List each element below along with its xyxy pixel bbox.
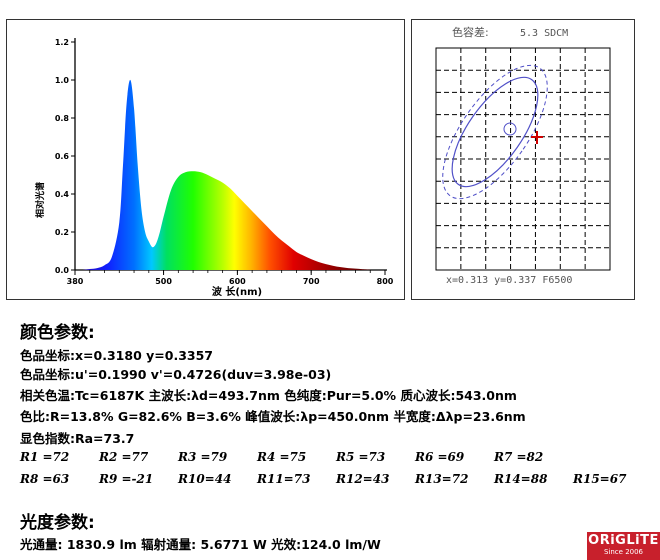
spectrum-area	[75, 79, 371, 270]
sdcm-grid	[435, 47, 611, 271]
y-tick-label: 0.4	[55, 190, 70, 199]
cri-r7: R7 =82	[494, 450, 544, 464]
brand-logo: ORiGLiTE Since 2006	[587, 532, 660, 560]
photo-params-heading: 光度参数:	[20, 513, 95, 533]
sdcm-outer-ellipse	[442, 64, 548, 200]
cri-r12: R12=43	[336, 472, 390, 486]
sdcm-title-value: 5.3 SDCM	[520, 28, 568, 39]
spectrum-chart: 0.0 0.2 0.4 0.6 0.8 1.0 1.2 380 500 600 700 800 相对光…	[34, 38, 394, 298]
sdcm-inner-ellipse	[451, 76, 539, 188]
cri-r6: R6 =69	[415, 450, 465, 464]
cri-r5: R5 =73	[336, 450, 386, 464]
x-tick-label: 800	[377, 277, 394, 286]
sdcm-footer: x=0.313 y=0.337 F6500	[446, 275, 572, 286]
cri-r9: R9 =-21	[99, 472, 154, 486]
sdcm-chart: 色容差: 5.3 SDCM x=0.313 y=0.337 F6500	[435, 25, 611, 286]
cri-r3: R3 =79	[178, 450, 228, 464]
x-tick-label: 500	[155, 277, 172, 286]
y-tick-label: 0.0	[55, 266, 70, 275]
chromaticity-xy: 色品坐标:x=0.3180 y=0.3357	[20, 348, 213, 363]
cri-r13: R13=72	[415, 472, 469, 486]
y-tick-label: 0.6	[55, 152, 70, 161]
brand-tagline: Since 2006	[603, 548, 644, 556]
target-point-marker	[503, 122, 517, 136]
cri-r4: R4 =75	[257, 450, 307, 464]
cri-r14: R14=88	[494, 472, 548, 486]
cct-line: 相关色温:Tc=6187K 主波长:λd=493.7nm 色纯度:Pur=5.0…	[20, 388, 517, 403]
brand-name: ORiGLiTE	[588, 533, 659, 548]
x-tick-label: 380	[67, 277, 84, 286]
y-tick-label: 1.2	[55, 38, 69, 47]
cri-r15: R15=67	[573, 472, 627, 486]
cri-r2: R2 =77	[99, 450, 149, 464]
sdcm-title-label: 色容差:	[452, 25, 489, 39]
x-tick-label: 700	[303, 277, 320, 286]
y-axis-label: 相对光谱	[34, 182, 46, 218]
y-tick-label: 0.8	[55, 114, 70, 123]
color-ratio-line: 色比:R=13.8% G=82.6% B=3.6% 峰值波长:λp=450.0n…	[20, 409, 526, 424]
luminous-flux-line: 光通量: 1830.9 lm 辐射通量: 5.6771 W 光效:124.0 l…	[20, 537, 381, 552]
y-tick-label: 1.0	[55, 76, 70, 85]
y-tick-label: 0.2	[55, 228, 69, 237]
x-axis-label: 波 长(nm)	[212, 285, 262, 298]
cri-r10: R10=44	[178, 472, 232, 486]
cri-r1: R1 =72	[20, 450, 70, 464]
sdcm-chart-panel: 色容差: 5.3 SDCM x=0.313 y=0.337 F6500	[411, 19, 635, 300]
cri-line: 显色指数:Ra=73.7	[20, 431, 135, 446]
chromaticity-uv: 色品坐标:u'=0.1990 v'=0.4726(duv=3.98e-03)	[20, 367, 332, 382]
color-params-heading: 颜色参数:	[20, 323, 95, 343]
measured-point-marker	[531, 131, 543, 144]
spectrum-chart-panel: 0.0 0.2 0.4 0.6 0.8 1.0 1.2 380 500 600 700 800 相对光…	[6, 19, 405, 300]
cri-r11: R11=73	[257, 472, 311, 486]
x-tick-label: 600	[229, 277, 246, 286]
cri-r8: R8 =63	[20, 472, 70, 486]
